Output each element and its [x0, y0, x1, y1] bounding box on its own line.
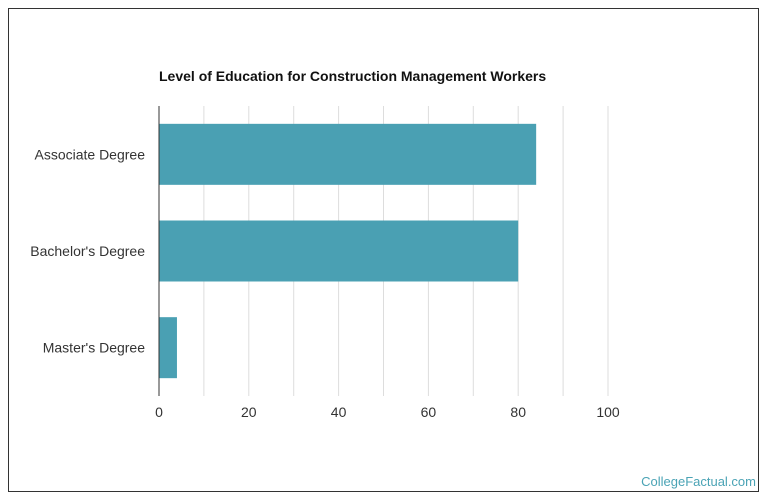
x-tick-label: 40 [331, 404, 347, 420]
bar-associate-degree [159, 123, 537, 185]
x-tick-label: 0 [155, 404, 163, 420]
source-credit[interactable]: CollegeFactual.com [641, 474, 756, 489]
category-label: Master's Degree [43, 340, 145, 356]
bar-master-s-degree [159, 317, 177, 379]
x-tick-label: 80 [510, 404, 526, 420]
x-tick-label: 20 [241, 404, 257, 420]
x-tick-label: 60 [421, 404, 437, 420]
category-label: Bachelor's Degree [30, 243, 145, 259]
chart-title: Level of Education for Construction Mana… [159, 68, 547, 84]
bar-bachelor-s-degree [159, 220, 519, 282]
category-label: Associate Degree [34, 146, 145, 162]
x-tick-label: 100 [596, 404, 620, 420]
